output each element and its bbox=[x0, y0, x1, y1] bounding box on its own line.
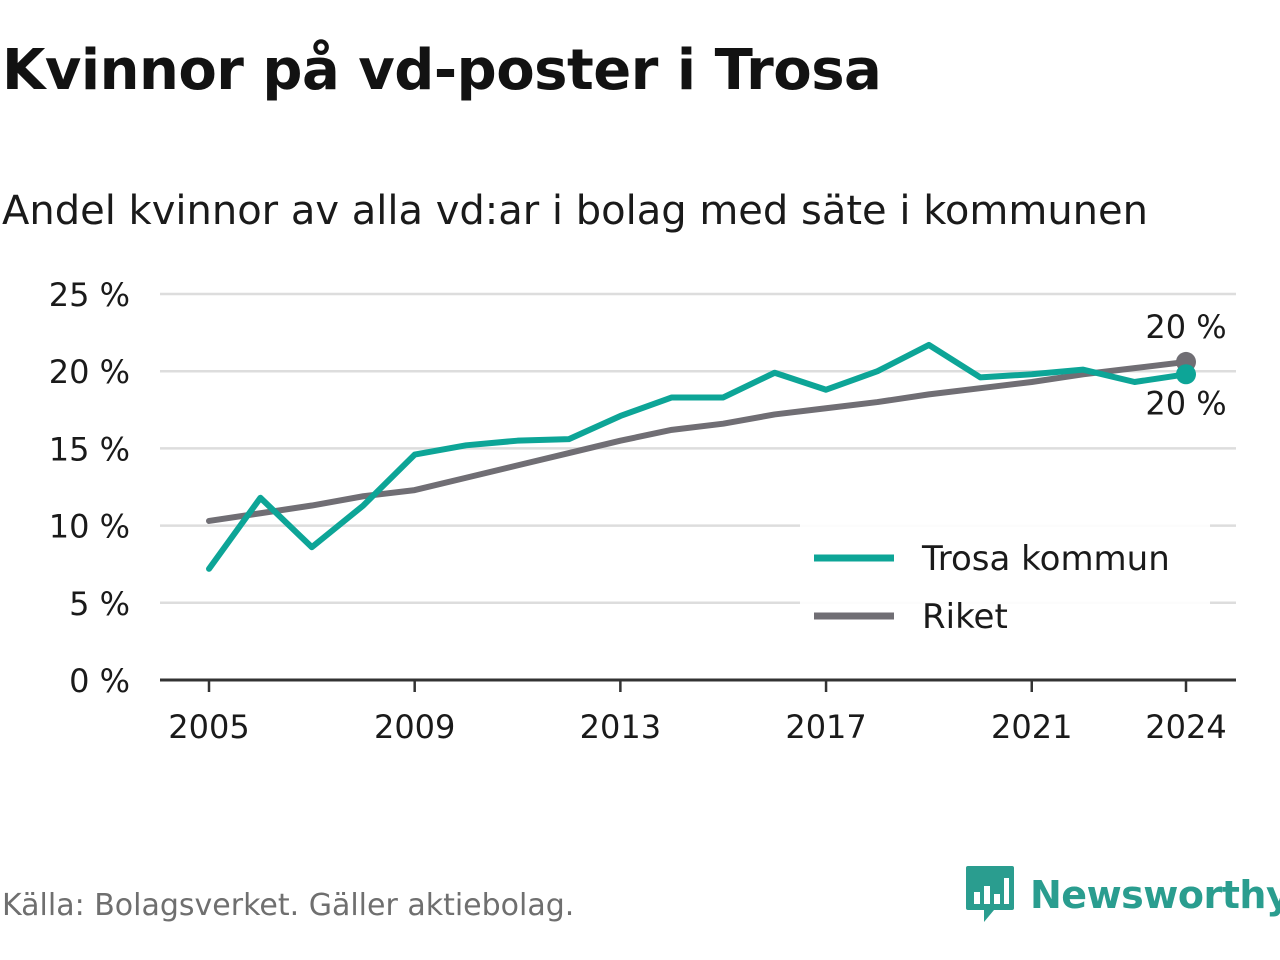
x-axis: 2005 2009 2013 2017 2021 2024 bbox=[160, 678, 1236, 746]
x-tick-label: 2005 bbox=[168, 708, 249, 746]
chart-subtitle: Andel kvinnor av alla vd:ar i bolag med … bbox=[2, 188, 1148, 234]
end-labels: 20 % 20 % bbox=[1145, 308, 1226, 422]
legend: Trosa kommun Riket bbox=[800, 524, 1210, 640]
series-lines bbox=[206, 341, 1196, 572]
y-tick-label: 0 % bbox=[69, 662, 130, 700]
x-tick-label: 2013 bbox=[580, 708, 661, 746]
y-tick-label: 10 % bbox=[49, 508, 130, 546]
series-line-trosa bbox=[206, 341, 1189, 572]
y-tick-label: 15 % bbox=[49, 430, 130, 468]
x-tick-label: 2024 bbox=[1145, 708, 1226, 746]
y-tick-label: 5 % bbox=[69, 585, 130, 623]
series-line-riket bbox=[206, 358, 1189, 524]
x-tick-label: 2021 bbox=[991, 708, 1072, 746]
legend-box bbox=[800, 524, 1210, 640]
legend-label: Riket bbox=[922, 597, 1008, 637]
chart-title: Kvinnor på vd-poster i Trosa bbox=[2, 38, 882, 103]
y-tick-label: 25 % bbox=[49, 276, 130, 314]
y-axis-ticks: 0 % 5 % 10 % 15 % 20 % 25 % bbox=[49, 276, 130, 700]
brand-logo: Newsworthy bbox=[964, 862, 1280, 928]
end-label-trosa: 20 % bbox=[1145, 384, 1226, 422]
y-tick-label: 20 % bbox=[49, 353, 130, 391]
end-label-riket: 20 % bbox=[1145, 308, 1226, 346]
brand-name: Newsworthy bbox=[1030, 873, 1280, 917]
x-tick-label: 2017 bbox=[785, 708, 866, 746]
legend-label: Trosa kommun bbox=[921, 539, 1170, 579]
end-point-trosa bbox=[1176, 364, 1196, 385]
x-tick-label: 2009 bbox=[374, 708, 455, 746]
newsworthy-logo-icon bbox=[966, 866, 1014, 922]
source-note: Källa: Bolagsverket. Gäller aktiebolag. bbox=[2, 888, 575, 923]
